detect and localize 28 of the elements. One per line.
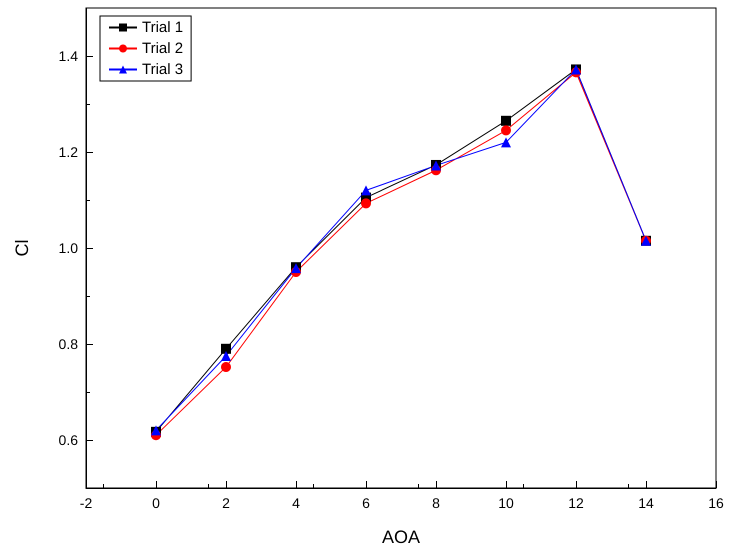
x-tick-label: 12 (568, 495, 584, 511)
y-tick-label: 1.0 (58, 240, 78, 256)
point (501, 116, 511, 126)
x-tick-label: 0 (152, 495, 160, 511)
x-tick-label: 8 (432, 495, 440, 511)
point (501, 137, 511, 148)
x-tick-label: 16 (708, 495, 724, 511)
x-axis-title: AOA (382, 527, 420, 547)
x-tick-label: -2 (80, 495, 92, 511)
point (361, 198, 371, 208)
x-tick-label: 10 (498, 495, 514, 511)
point (221, 351, 231, 361)
x-tick-label: 2 (222, 495, 230, 511)
y-tick-label: 0.8 (58, 336, 78, 352)
point (221, 362, 231, 372)
legend-label: Trial 2 (142, 40, 184, 57)
x-tick-label: 4 (292, 495, 300, 511)
x-tick-label: 14 (638, 495, 654, 511)
legend-label: Trial 3 (142, 61, 184, 78)
point (221, 344, 231, 354)
y-tick-label: 0.6 (58, 432, 78, 448)
legend-label: Trial 1 (142, 19, 184, 36)
y-tick-label: 1.2 (58, 144, 78, 160)
point (361, 185, 371, 196)
y-axis-title: Cl (12, 240, 32, 256)
point (501, 125, 511, 136)
x-tick-label: 6 (362, 495, 370, 511)
y-tick-label: 1.4 (58, 48, 78, 64)
